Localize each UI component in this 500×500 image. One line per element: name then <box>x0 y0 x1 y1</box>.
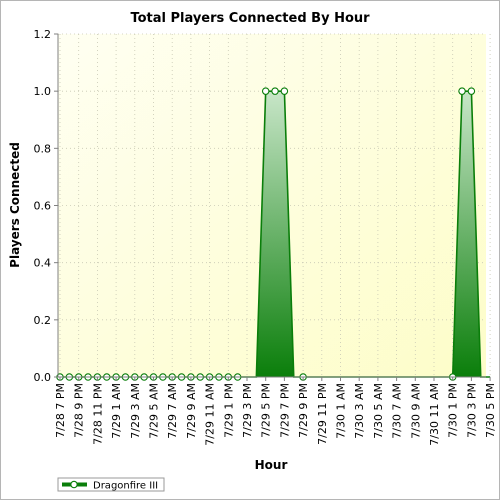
data-point <box>271 87 279 95</box>
x-tick-label: 7/29 7 AM <box>166 383 179 439</box>
y-axis-title: Players Connected <box>8 142 22 268</box>
legend-box <box>57 477 165 492</box>
x-tick-labels: 7/28 7 PM 7/28 9 PM 7/28 11 PM 7/29 1 AM 7/2… <box>54 383 497 446</box>
x-tick-label: 7/29 11 PM <box>316 383 329 445</box>
x-tick-label: 7/29 1 PM <box>222 383 235 438</box>
x-tick-label: 7/30 3 PM <box>465 383 478 438</box>
y-tick-label: 1.0 <box>34 85 52 98</box>
x-tick-label: 7/28 11 PM <box>91 383 104 445</box>
data-point <box>467 87 476 95</box>
x-tick-label: 7/30 3 AM <box>353 383 366 439</box>
data-point <box>458 87 466 95</box>
legend-label: Dragonfire III <box>93 481 158 492</box>
x-axis-title: Hour <box>255 458 288 472</box>
x-tick-label: 7/29 3 PM <box>241 383 254 438</box>
x-tick-label: 7/30 1 AM <box>335 383 348 439</box>
y-tick-label: 1.2 <box>34 28 52 41</box>
legend-marker <box>70 480 78 489</box>
data-point <box>280 87 289 95</box>
x-tick-label: 7/29 1 AM <box>110 383 123 439</box>
x-tick-label: 7/29 5 PM <box>260 383 273 438</box>
x-tick-label: 7/29 3 AM <box>129 383 142 439</box>
x-tick-label: 7/30 5 AM <box>372 383 385 439</box>
x-tick-label: 7/28 9 PM <box>73 383 86 438</box>
y-tick-label: 0.2 <box>34 314 52 327</box>
x-tick-label: 7/30 5 PM <box>484 383 497 438</box>
y-tick-label: 0.4 <box>34 257 52 270</box>
x-tick-label: 7/29 5 AM <box>148 383 161 439</box>
x-tick-label: 7/29 11 AM <box>204 383 217 446</box>
y-tick-label: 0.8 <box>34 142 52 155</box>
x-tick-label: 7/28 7 PM <box>54 383 67 438</box>
y-tick-label: 0.6 <box>34 200 52 213</box>
x-tick-label: 7/30 7 AM <box>391 383 404 439</box>
x-tick-label: 7/29 9 PM <box>297 383 310 438</box>
x-tick-label: 7/29 9 AM <box>185 383 198 439</box>
y-tick-label: 0.0 <box>34 371 52 384</box>
axes <box>54 33 491 381</box>
legend: Dragonfire III <box>57 477 165 492</box>
y-tick-labels: 0.0 0.2 0.4 0.6 0.8 1.0 1.2 <box>34 28 52 384</box>
series-area-fill <box>60 91 491 378</box>
data-point <box>261 87 270 95</box>
chart-title: Total Players Connected By Hour <box>130 11 370 26</box>
x-tick-label: 7/30 1 PM <box>447 383 460 438</box>
x-tick-label: 7/29 7 PM <box>278 383 291 438</box>
x-tick-label: 7/30 9 AM <box>409 383 422 439</box>
x-tick-label: 7/30 11 AM <box>428 383 441 446</box>
